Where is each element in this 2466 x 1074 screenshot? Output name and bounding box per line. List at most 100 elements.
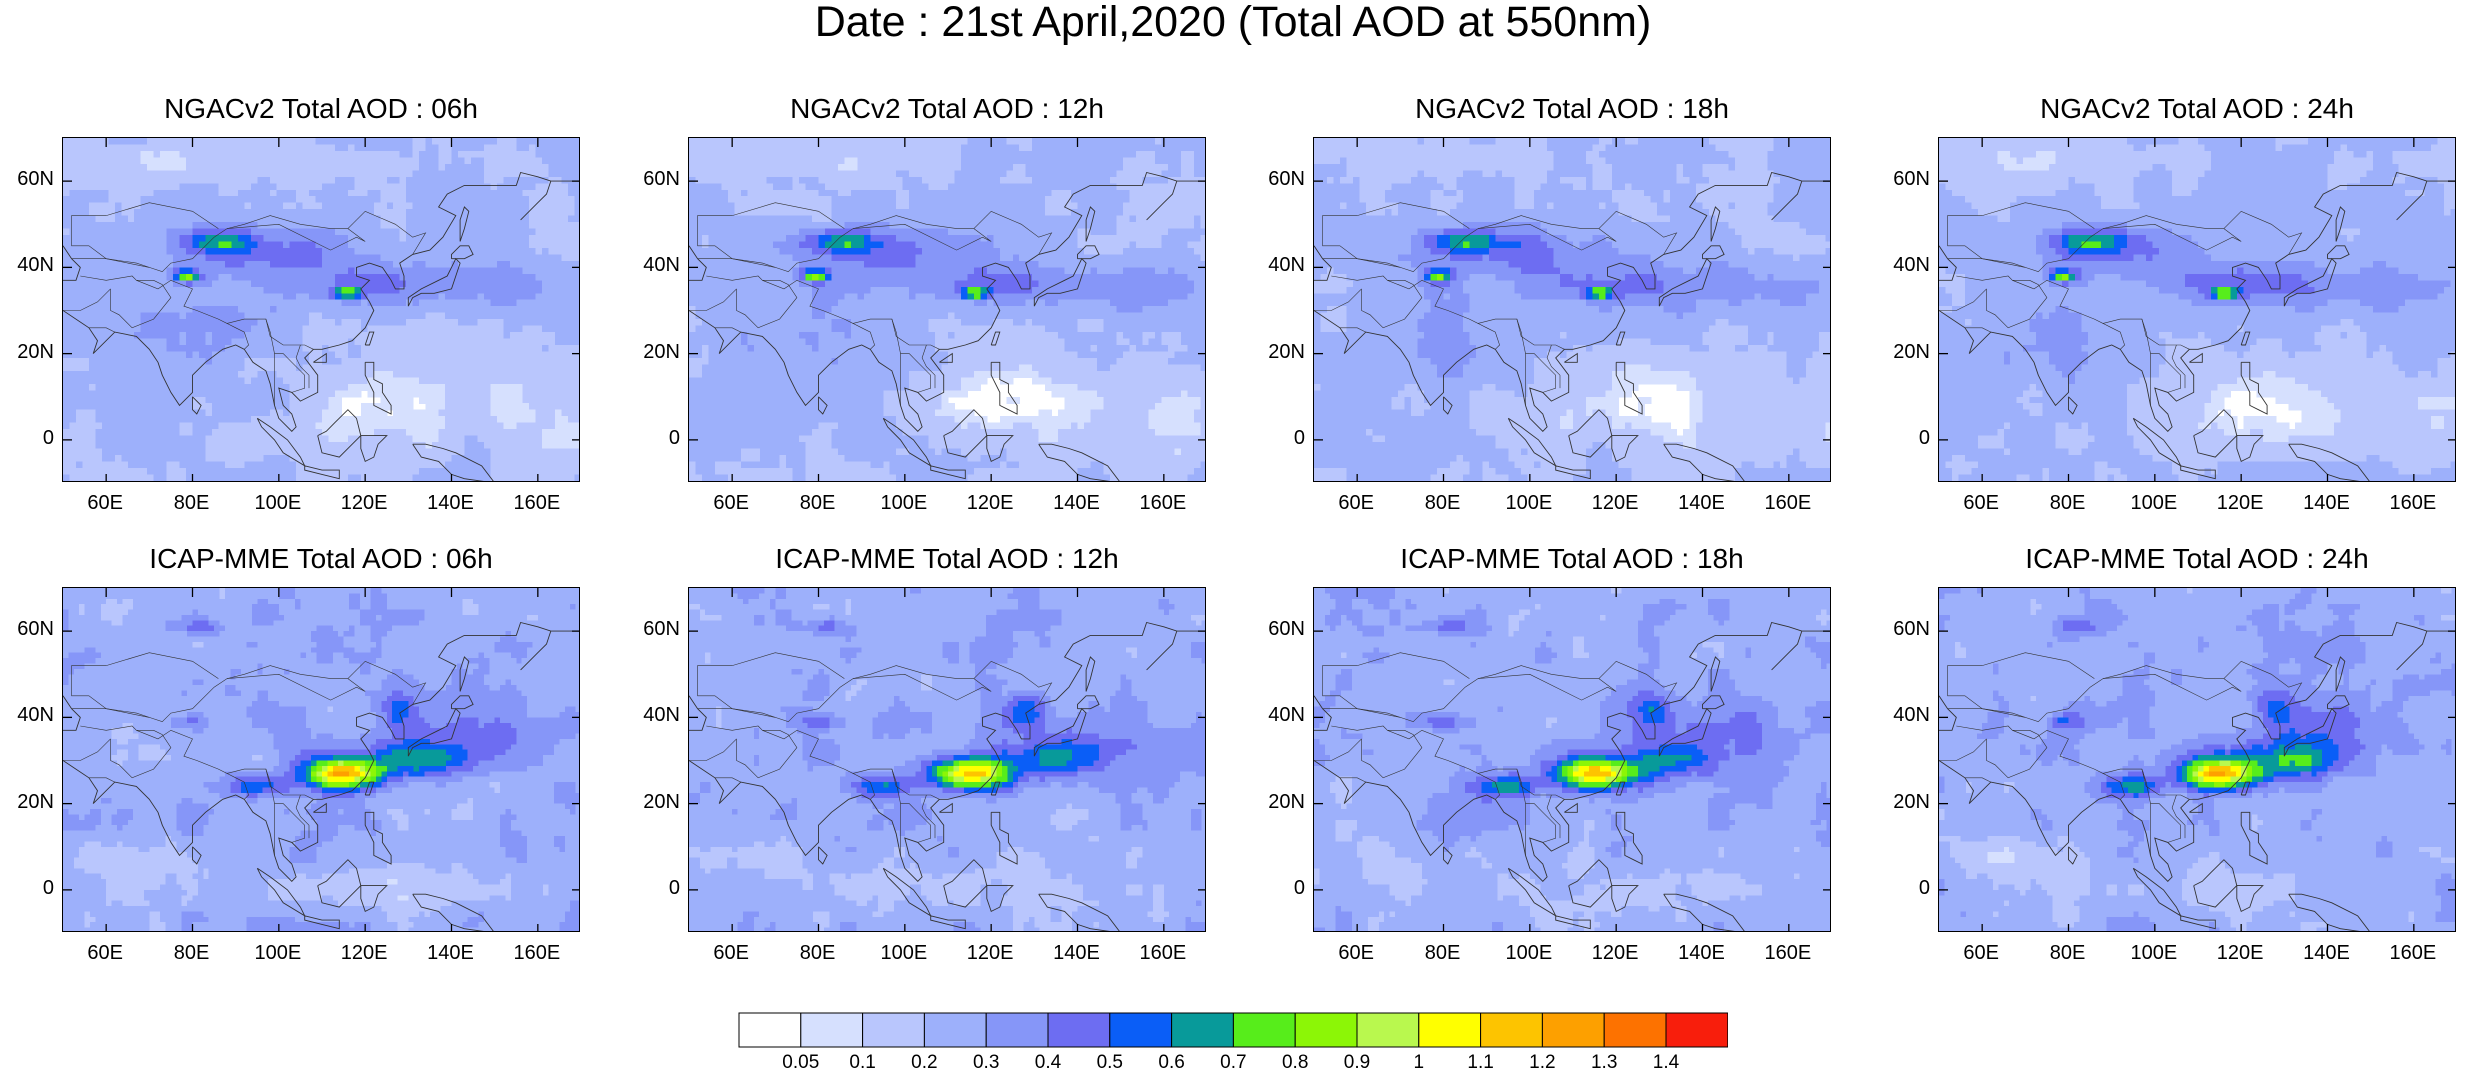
aod-field [689, 138, 1206, 482]
lat-tick-label: 20N [1255, 791, 1305, 814]
figure-title: Date : 21st April,2020 (Total AOD at 550… [0, 0, 2466, 44]
lat-tick-label: 60N [1255, 168, 1305, 191]
lon-tick-label: 80E [2038, 492, 2098, 515]
aod-map [688, 137, 1206, 482]
lon-tick-label: 140E [421, 492, 481, 515]
lat-tick-label: 0 [1880, 427, 1930, 450]
lat-tick-label: 40N [1255, 704, 1305, 727]
lon-tick-label: 160E [1758, 492, 1818, 515]
lat-tick-label: 60N [1255, 618, 1305, 641]
lat-tick-label: 0 [1255, 427, 1305, 450]
lon-tick-label: 100E [874, 492, 934, 515]
aod-map [1313, 137, 1831, 482]
colorbar-box [1542, 1013, 1604, 1047]
aod-grid-cells [689, 138, 1206, 482]
lon-tick-label: 80E [788, 492, 848, 515]
lon-tick-label: 80E [1413, 942, 1473, 965]
colorbar-box [1481, 1013, 1543, 1047]
colorbar-box [1172, 1013, 1234, 1047]
aod-grid-cells [689, 588, 1206, 932]
lon-tick-label: 160E [507, 492, 567, 515]
lat-tick-label: 20N [630, 341, 680, 364]
lon-tick-label: 60E [1951, 492, 2011, 515]
lat-tick-label: 40N [630, 254, 680, 277]
lat-tick-label: 0 [4, 877, 54, 900]
lon-tick-label: 140E [2297, 492, 2357, 515]
lon-tick-label: 80E [1413, 492, 1473, 515]
colorbar-box [924, 1013, 986, 1047]
lon-tick-label: 140E [1047, 492, 1107, 515]
panel-title: ICAP-MME Total AOD : 06h [62, 543, 580, 575]
colorbar-box [1110, 1013, 1172, 1047]
lat-tick-label: 20N [4, 791, 54, 814]
aod-grid-cells [1939, 588, 2456, 932]
panel-title: NGACv2 Total AOD : 12h [688, 93, 1206, 125]
lat-tick-label: 40N [1880, 254, 1930, 277]
lon-tick-label: 120E [1585, 492, 1645, 515]
lon-tick-label: 80E [162, 942, 222, 965]
lat-tick-label: 20N [1880, 341, 1930, 364]
colorbar-box [739, 1013, 801, 1047]
lat-tick-label: 20N [630, 791, 680, 814]
lon-tick-label: 60E [701, 942, 761, 965]
lon-tick-label: 140E [2297, 942, 2357, 965]
lon-tick-label: 140E [1672, 942, 1732, 965]
lon-tick-label: 80E [2038, 942, 2098, 965]
lon-tick-label: 100E [248, 942, 308, 965]
panel-title: ICAP-MME Total AOD : 18h [1313, 543, 1831, 575]
aod-field [63, 138, 580, 482]
aod-map [62, 587, 580, 932]
lat-tick-label: 60N [4, 168, 54, 191]
lat-tick-label: 0 [1255, 877, 1305, 900]
lon-tick-label: 100E [2124, 942, 2184, 965]
aod-field [63, 588, 580, 932]
aod-grid-cells [1314, 588, 1831, 932]
lon-tick-label: 60E [1326, 942, 1386, 965]
aod-grid-cells [63, 138, 580, 482]
panel-title: ICAP-MME Total AOD : 24h [1938, 543, 2456, 575]
lon-tick-label: 120E [334, 942, 394, 965]
lon-tick-label: 120E [960, 942, 1020, 965]
lat-tick-label: 0 [4, 427, 54, 450]
lat-tick-label: 60N [4, 618, 54, 641]
lon-tick-label: 160E [1133, 492, 1193, 515]
colorbar-box [1604, 1013, 1666, 1047]
lon-tick-label: 160E [2383, 492, 2443, 515]
lat-tick-label: 40N [630, 704, 680, 727]
colorbar-boxes [738, 1012, 1728, 1048]
colorbar-box [986, 1013, 1048, 1047]
lon-tick-label: 80E [162, 492, 222, 515]
lon-tick-label: 100E [1499, 942, 1559, 965]
lon-tick-label: 140E [1047, 942, 1107, 965]
colorbar-box [1233, 1013, 1295, 1047]
colorbar-box [801, 1013, 863, 1047]
lon-tick-label: 120E [1585, 942, 1645, 965]
aod-grid-cells [63, 588, 580, 932]
lon-tick-label: 160E [507, 942, 567, 965]
colorbar-box [1295, 1013, 1357, 1047]
aod-field [1939, 588, 2456, 932]
lon-tick-label: 100E [1499, 492, 1559, 515]
lon-tick-label: 80E [788, 942, 848, 965]
lon-tick-label: 60E [1951, 942, 2011, 965]
aod-field [689, 588, 1206, 932]
aod-map [1313, 587, 1831, 932]
lat-tick-label: 40N [1255, 254, 1305, 277]
lat-tick-label: 60N [1880, 618, 1930, 641]
lon-tick-label: 100E [874, 942, 934, 965]
lon-tick-label: 100E [248, 492, 308, 515]
lon-tick-label: 60E [701, 492, 761, 515]
aod-grid-cells [1939, 138, 2456, 482]
lon-tick-label: 160E [2383, 942, 2443, 965]
aod-map [1938, 137, 2456, 482]
lon-tick-label: 100E [2124, 492, 2184, 515]
lat-tick-label: 40N [4, 704, 54, 727]
colorbar-box [1666, 1013, 1728, 1047]
colorbar-box [1419, 1013, 1481, 1047]
aod-map [688, 587, 1206, 932]
lat-tick-label: 60N [630, 618, 680, 641]
lat-tick-label: 0 [630, 427, 680, 450]
lat-tick-label: 20N [4, 341, 54, 364]
lat-tick-label: 60N [1880, 168, 1930, 191]
aod-map [62, 137, 580, 482]
